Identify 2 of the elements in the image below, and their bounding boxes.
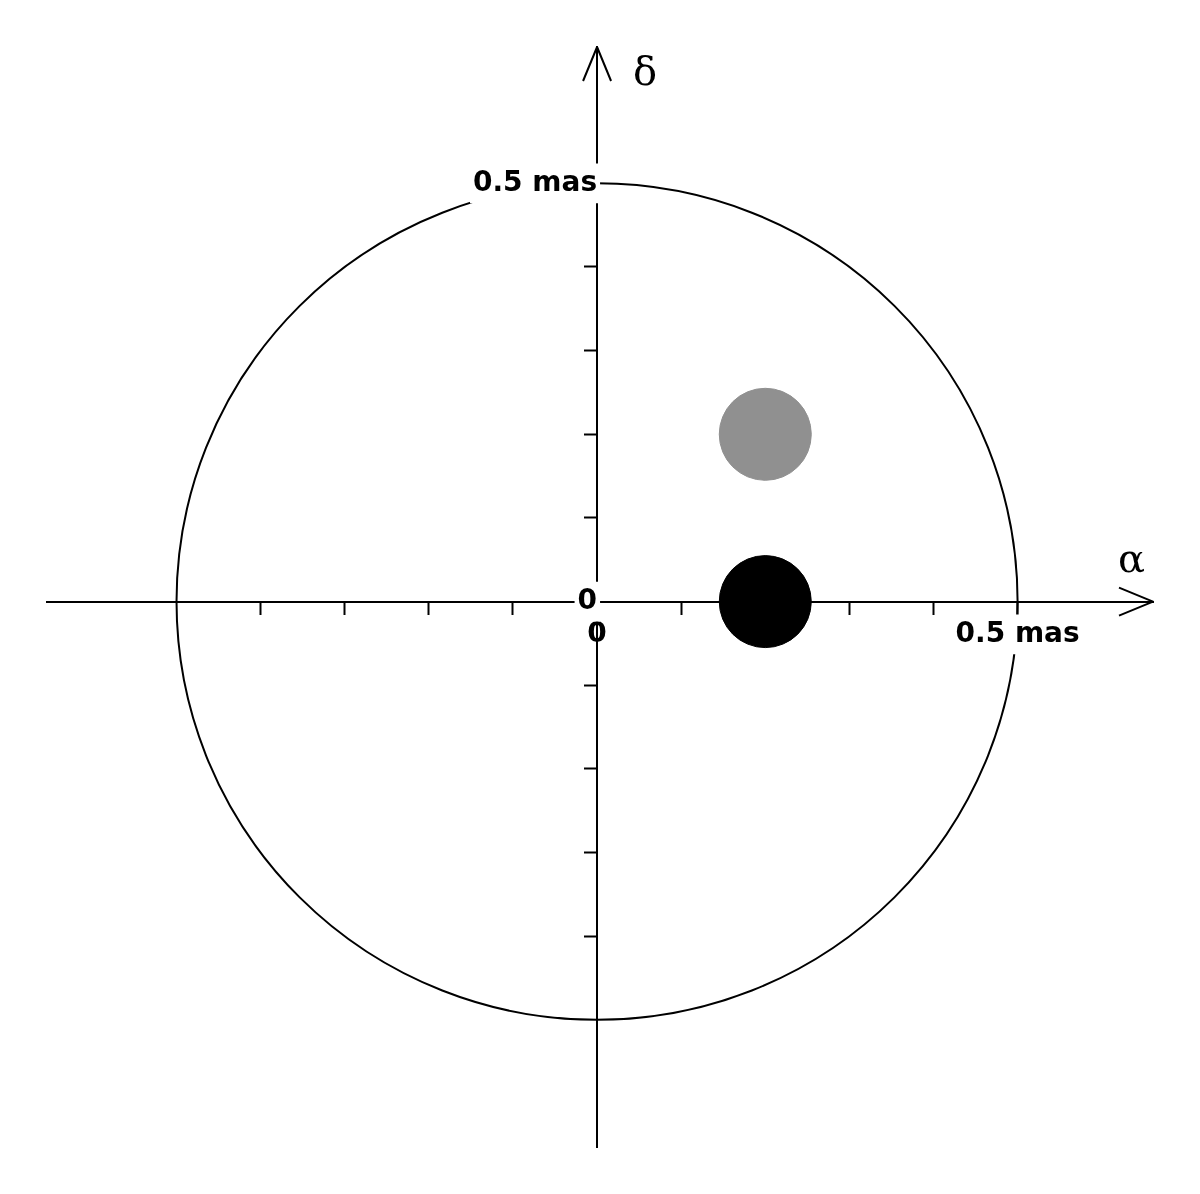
x-axis-title: α <box>1117 534 1145 581</box>
y-axis-title: δ <box>633 48 658 94</box>
